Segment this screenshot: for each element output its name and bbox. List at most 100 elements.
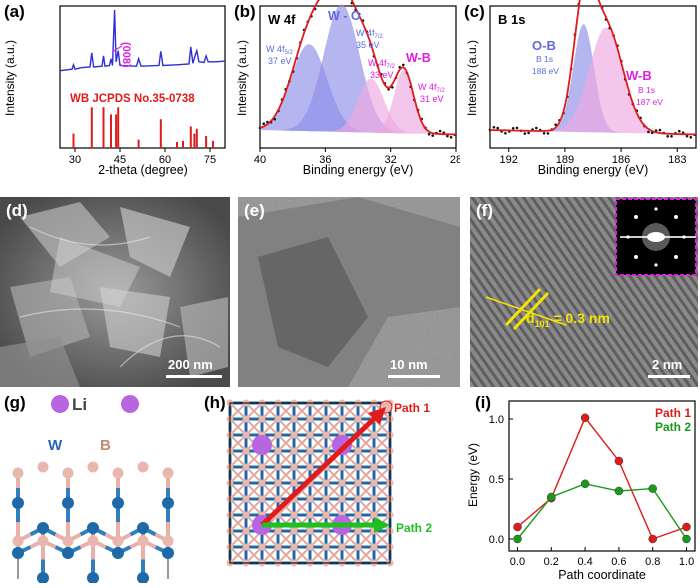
w4f-data-point	[446, 134, 449, 138]
xrd-xlabel: 2-theta (degree)	[98, 163, 188, 177]
b-bond	[277, 402, 295, 420]
panel-a-label: (a)	[4, 2, 25, 21]
b-atom	[37, 461, 49, 473]
b-atom	[112, 535, 124, 547]
b-atom	[162, 467, 174, 479]
panel-g: (g) Li W B	[0, 393, 200, 584]
b-atom	[62, 535, 74, 547]
b-atom	[62, 467, 74, 479]
b1s-data-point	[542, 132, 546, 135]
path2-label: Path 2	[396, 521, 433, 535]
li-legend-text: Li	[72, 395, 88, 414]
xrd-xtick-label: 75	[204, 154, 216, 166]
b-atom	[306, 415, 314, 423]
b1s-xlabel: Binding energy (eV)	[538, 163, 648, 177]
path1-arrow-line	[260, 413, 380, 527]
b1s-data-point	[666, 135, 669, 138]
energy-frame	[508, 400, 696, 552]
b1s-xtick-label: 189	[556, 154, 574, 166]
w4f-frame	[259, 5, 457, 149]
path2-arrowhead	[374, 517, 390, 533]
cell-outline	[229, 402, 391, 564]
b-bond	[357, 530, 375, 548]
b1s-ylabel: Intensity (a.u.)	[465, 40, 479, 116]
energy-xtick-label: 0.6	[611, 556, 626, 568]
b-bond	[229, 498, 247, 516]
w4f-data-point	[449, 136, 453, 139]
energy-point	[580, 413, 590, 423]
b1s-data-point	[527, 131, 530, 135]
w4f-data-point	[427, 132, 431, 136]
w4f-peak3-a: W 4f	[368, 58, 387, 68]
b1s-data-point	[685, 134, 689, 138]
b-atom	[242, 463, 250, 471]
li-atom	[252, 435, 272, 455]
b-bond	[373, 546, 391, 564]
w-atom	[37, 522, 49, 534]
b-bond	[373, 418, 391, 436]
w4f-peak2-sub: 7/2	[375, 34, 384, 40]
b-bond	[261, 450, 279, 468]
b-atom	[290, 431, 298, 439]
xrd-chart: 30 45 60 75 Intensity (a.u.) 2-theta (degre…	[3, 5, 226, 177]
b-bond	[261, 418, 279, 436]
b-bond	[229, 482, 247, 500]
b-atom	[274, 527, 282, 535]
b-atom	[290, 543, 298, 551]
d-spacing-d: d	[526, 310, 535, 326]
panel-c-label: (c)	[464, 2, 485, 21]
panel-g-label: (g)	[4, 393, 26, 412]
hrtem-texture	[470, 197, 698, 387]
top-structure	[226, 399, 394, 567]
hrtem-scale-text: 2 nm	[652, 357, 683, 372]
b-atom-label: B	[100, 437, 111, 454]
w-atom	[112, 547, 124, 559]
sem-scale-text: 200 nm	[168, 357, 213, 372]
b-atom	[322, 415, 330, 423]
energy-ytick-label: 1.0	[489, 414, 504, 426]
side-structure	[12, 395, 174, 584]
energy-point	[580, 479, 590, 489]
b-bond	[293, 482, 311, 500]
w4f-xlabel: Binding energy (eV)	[303, 163, 413, 177]
panel-i-label: (i)	[475, 393, 492, 412]
b-bond	[373, 482, 391, 500]
b-bond	[293, 546, 311, 564]
hrtem-scale-bar	[648, 375, 690, 378]
b-bond	[341, 546, 359, 564]
b-atom	[338, 495, 346, 503]
b-bond	[309, 434, 327, 452]
w-atom	[62, 497, 74, 509]
b1s-data-point	[535, 126, 538, 130]
b-atom	[338, 543, 346, 551]
b1s-data-point	[523, 132, 527, 135]
b-atom	[242, 415, 250, 423]
b-atom	[354, 511, 362, 519]
b-bond	[229, 434, 247, 452]
b-bond	[357, 546, 375, 564]
b-atom	[274, 431, 282, 439]
b-atom	[370, 479, 378, 487]
b-atom	[137, 535, 149, 547]
xrd-frame	[59, 5, 226, 149]
b-atom	[370, 447, 378, 455]
b-bond	[341, 530, 359, 548]
panel-e-label: (e)	[244, 201, 265, 220]
tem-texture	[238, 197, 460, 387]
w4f-peak1-ev: 37 eV	[268, 56, 292, 66]
b1s-ob-ev: 188 eV	[532, 66, 559, 76]
b-atom	[87, 461, 99, 473]
w4f-xtick-label: 36	[319, 154, 331, 166]
b-atom	[242, 447, 250, 455]
xrd-reference-label: WB JCPDS No.35-0738	[70, 93, 195, 105]
b-atom	[274, 463, 282, 471]
b1s-data-point	[647, 130, 650, 134]
b-bond	[261, 402, 279, 420]
b-bond	[245, 546, 263, 564]
b-bond	[261, 530, 279, 548]
w-atom	[162, 547, 174, 559]
sem-scale-bar	[166, 375, 222, 378]
d-spacing-label: d101 = 0.3 nm	[526, 310, 610, 329]
b-bond	[357, 482, 375, 500]
energy-point	[513, 522, 522, 532]
